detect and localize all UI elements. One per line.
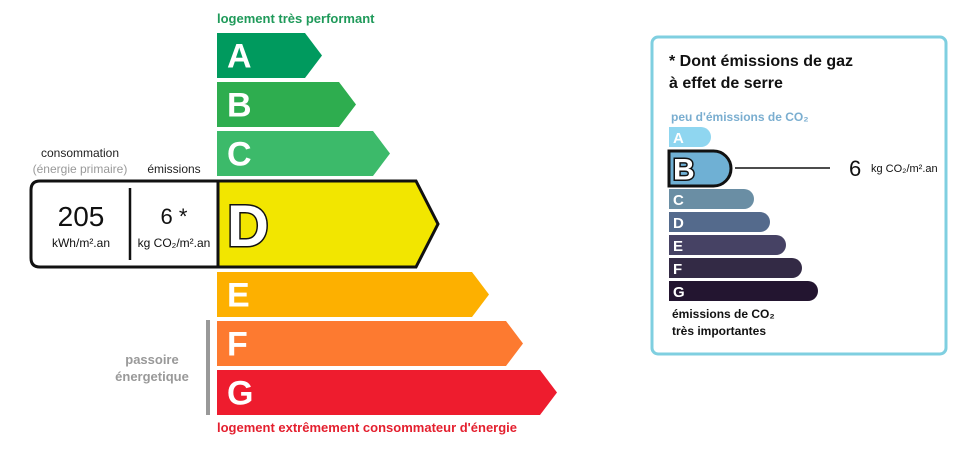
- ges-bottom-label-1: émissions de CO₂: [672, 307, 775, 321]
- energy-class-e-bar: [217, 272, 489, 317]
- energy-class-f-letter: F: [227, 326, 248, 364]
- ges-class-d-letter: D: [673, 215, 684, 232]
- energy-class-g-letter: G: [227, 375, 253, 413]
- energy-class-a-bar: [217, 33, 322, 78]
- energy-bottom-label: logement extrêmement consommateur d'éner…: [217, 420, 517, 435]
- ges-class-g-letter: G: [673, 284, 685, 301]
- energy-class-g-bar: [217, 370, 557, 415]
- energy-class-d-letter: D: [227, 194, 269, 259]
- ges-class-a-bar: [669, 127, 711, 147]
- consumption-sublabel: (énergie primaire): [33, 162, 128, 176]
- ges-top-label: peu d'émissions de CO₂: [671, 110, 809, 124]
- emissions-label: émissions: [147, 162, 200, 176]
- ges-class-b-letter: B: [673, 154, 695, 187]
- ges-unit: kg CO₂/m².an: [871, 163, 938, 175]
- ges-value: 6: [849, 156, 861, 181]
- emissions-value: 6 *: [161, 204, 188, 229]
- ges-class-f-bar: [669, 258, 802, 278]
- ges-class-c-letter: C: [673, 192, 684, 209]
- energy-class-c-letter: C: [227, 136, 252, 174]
- ges-class-b-bar: [667, 149, 733, 188]
- consumption-label: consommation: [41, 146, 119, 160]
- ges-class-e-bar: [669, 235, 786, 255]
- ges-bottom-label-2: très importantes: [672, 324, 766, 338]
- energy-class-b-bar: [217, 82, 356, 127]
- passoire-marker: [206, 320, 210, 415]
- ges-title-1: * Dont émissions de gaz: [669, 53, 853, 70]
- ges-class-f-letter: F: [673, 261, 682, 278]
- consumption-unit: kWh/m².an: [52, 236, 110, 250]
- passoire-label-2: énergetique: [115, 369, 189, 384]
- energy-class-a-letter: A: [227, 38, 252, 76]
- energy-top-label: logement très performant: [217, 11, 375, 26]
- ges-class-a-letter: A: [673, 130, 684, 147]
- energy-class-e-letter: E: [227, 277, 250, 315]
- energy-class-f-bar: [217, 321, 523, 366]
- energy-class-b-letter: B: [227, 87, 252, 125]
- energy-class-c-bar: [217, 131, 390, 176]
- ges-class-g-bar: [669, 281, 818, 301]
- ges-class-d-bar: [669, 212, 770, 232]
- consumption-value: 205: [58, 201, 105, 232]
- value-box: [29, 179, 220, 269]
- ges-class-e-letter: E: [673, 238, 683, 255]
- ges-class-c-bar: [669, 189, 754, 209]
- emissions-unit: kg CO₂/m².an: [138, 236, 211, 250]
- passoire-label-1: passoire: [125, 352, 178, 367]
- ges-title-2: à effet de serre: [669, 75, 783, 92]
